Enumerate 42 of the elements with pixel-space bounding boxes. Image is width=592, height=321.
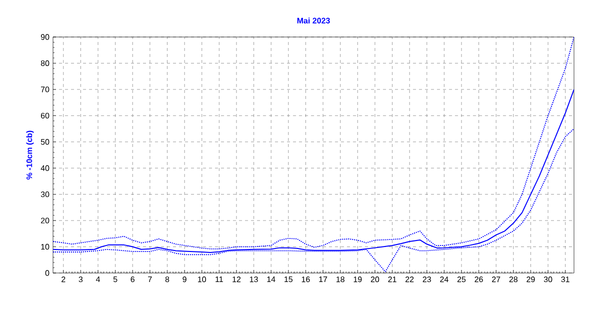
x-tick-label: 12 [232,276,241,282]
x-tick-label: 20 [370,276,380,282]
y-tick-label: 10 [41,244,50,250]
x-tick-label: 15 [284,276,293,282]
x-tick-label: 16 [302,276,310,282]
y-tick-label: 0 [45,270,50,276]
x-tick-label: 10 [198,276,206,282]
x-tick-label: 29 [526,276,535,282]
x-tick-label: 17 [319,276,328,282]
x-tick-label: 14 [267,276,276,282]
y-tick-label: 60 [40,112,50,118]
x-tick-label: 9 [182,276,186,282]
x-tick-label: 11 [216,276,223,282]
x-tick-label: 19 [354,276,362,282]
x-tick-label: 8 [165,276,170,282]
y-tick-label: 90 [40,34,50,40]
x-tick-label: 4 [96,276,100,282]
x-tick-label: 6 [130,276,134,282]
y-tick-label: 20 [40,218,50,224]
y-tick-label: 70 [40,86,50,92]
x-tick-label: 13 [250,276,258,282]
x-tick-label: 27 [492,276,500,282]
y-tick-label: 40 [40,165,50,171]
x-tick-label: 30 [544,276,552,282]
x-tick-label: 5 [113,276,118,282]
x-tick-label: 28 [509,276,518,282]
x-tick-label: 22 [406,276,414,282]
x-tick-label: 31 [561,276,570,282]
y-axis-title: % -10cm (cb) [26,130,34,180]
y-tick-label: 80 [40,60,50,66]
x-tick-label: 24 [440,276,448,282]
y-tick-label: 50 [40,139,50,145]
x-tick-label: 18 [336,276,344,282]
chart-title: Mai 2023 [297,18,330,24]
x-tick-label: 26 [474,276,483,282]
x-tick-label: 21 [388,276,396,282]
x-tick-label: 23 [422,276,431,282]
y-tick-label: 30 [40,191,50,198]
x-tick-label: 7 [148,276,152,282]
x-tick-label: 3 [78,276,83,282]
x-tick-label: 25 [457,276,466,282]
x-tick-label: 2 [62,276,66,282]
